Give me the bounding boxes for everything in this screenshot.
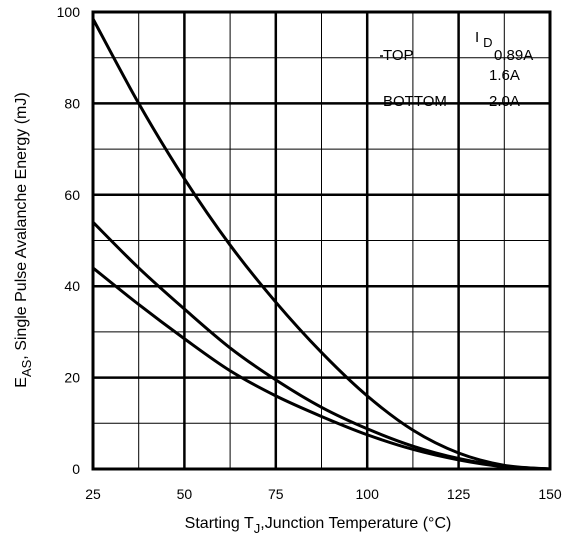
legend-row-0-value: 0.89A	[494, 47, 533, 64]
y-tick-label: 60	[64, 187, 80, 203]
y-axis-label: EAS, Single Pulse Avalanche Energy (mJ)	[13, 92, 34, 387]
y-tick-label: 80	[64, 95, 80, 111]
x-tick-label: 150	[538, 486, 562, 502]
y-tick-label: 40	[64, 278, 80, 294]
y-tick-label: 100	[57, 4, 81, 20]
y-tick-labels: 0 20 40 60 80 100	[57, 4, 81, 477]
x-tick-labels: 25 50 75 100 125 150	[85, 486, 562, 502]
x-tick-label: 100	[356, 486, 380, 502]
legend-row-0-label: TOP	[383, 47, 414, 64]
series-line-0	[91, 18, 551, 471]
legend-row-2-value: 2.0A	[489, 93, 520, 110]
x-axis-label: Starting TJ,Junction Temperature (°C)	[185, 515, 452, 536]
legend-row-2-label: BOTTOM	[383, 93, 447, 110]
y-tick-label: 20	[64, 370, 80, 386]
series-curves	[91, 18, 551, 471]
x-tick-label: 125	[447, 486, 471, 502]
plot-frame	[91, 10, 552, 471]
series-line-2	[92, 266, 551, 471]
x-tick-label: 50	[177, 486, 193, 502]
y-tick-label: 0	[72, 461, 80, 477]
legend-row-1-value: 1.6A	[489, 67, 520, 84]
x-tick-label: 25	[85, 486, 101, 502]
grid-lines	[91, 10, 552, 471]
x-tick-label: 75	[268, 486, 284, 502]
